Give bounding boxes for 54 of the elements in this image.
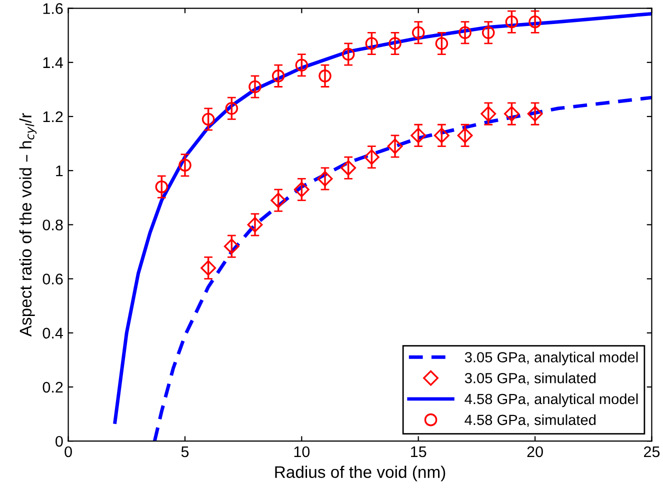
y-tick-label: 1 <box>56 166 63 176</box>
point <box>248 80 262 94</box>
point <box>294 182 310 198</box>
x-tick-label: 5 <box>181 446 189 458</box>
point <box>457 128 473 144</box>
y-tick-label: 0.4 <box>42 328 63 339</box>
legend-label: 4.58 GPa, analytical model <box>464 393 638 408</box>
point <box>270 192 286 208</box>
point <box>364 149 380 165</box>
point <box>295 58 308 72</box>
x-tick-label: 20 <box>527 446 543 458</box>
point <box>434 128 450 144</box>
point <box>318 70 332 82</box>
point <box>202 112 215 126</box>
point <box>342 48 355 61</box>
legend-label: 4.58 GPa, simulated <box>464 414 596 427</box>
point <box>482 26 495 40</box>
point <box>528 15 542 28</box>
y-tick-label: 0 <box>56 436 63 447</box>
point <box>200 260 216 276</box>
point <box>224 238 240 254</box>
point <box>412 26 425 40</box>
point <box>480 106 496 122</box>
point <box>247 216 263 232</box>
legend-label: 3.05 GPa, analytical model <box>464 352 638 366</box>
point <box>504 106 520 122</box>
point <box>435 37 448 50</box>
point <box>272 70 285 82</box>
point <box>178 158 192 172</box>
point <box>387 138 403 154</box>
point <box>388 37 402 50</box>
line-series <box>152 96 652 442</box>
y-tick-label: 0.8 <box>42 220 63 230</box>
y-tick-label: 0.6 <box>42 274 63 284</box>
point <box>458 26 472 40</box>
y-tick-label: 1.4 <box>43 57 63 68</box>
x-tick-label: 10 <box>294 446 310 458</box>
x-tick-label: 0 <box>64 446 72 458</box>
y-tick-label: 0.2 <box>42 382 63 393</box>
point <box>155 180 168 194</box>
y-axis-title: Aspect ratio of the void – h$_{cyl}$/r <box>19 113 37 337</box>
point <box>365 37 378 50</box>
x-tick-label: 25 <box>644 446 660 458</box>
point <box>225 102 238 115</box>
point <box>527 106 543 122</box>
legend-label: 3.05 GPa, simulated <box>464 372 596 386</box>
x-tick-label: 15 <box>411 446 426 458</box>
point <box>505 15 518 28</box>
y-tick-label: 1.6 <box>43 3 63 14</box>
point <box>410 128 426 144</box>
point <box>317 171 333 186</box>
x-axis-title: Radius of the void (nm) <box>275 466 446 482</box>
y-tick-label: 1.2 <box>43 111 63 122</box>
point <box>340 160 356 176</box>
